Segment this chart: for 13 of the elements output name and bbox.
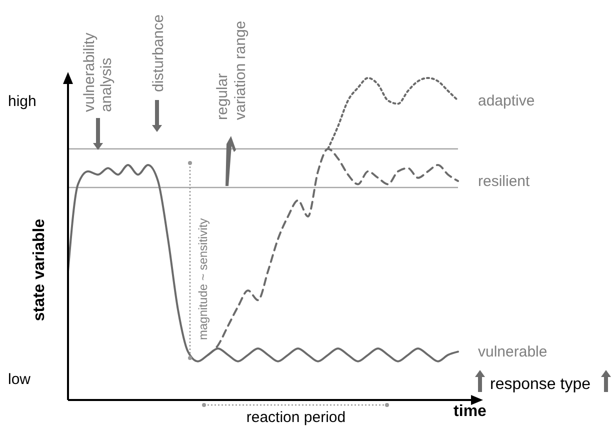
x-axis-title: time bbox=[454, 403, 487, 420]
text: high bbox=[8, 93, 36, 110]
annotation: vulnerability analysis bbox=[81, 32, 115, 112]
annotation: regular variation range bbox=[214, 20, 249, 120]
annotation: disturbance bbox=[150, 14, 167, 92]
annotation: magnitude ~ sensitivity bbox=[196, 218, 210, 340]
series-label: resilient bbox=[478, 173, 531, 190]
y-axis-title: state variable bbox=[31, 218, 48, 322]
text: reaction period bbox=[246, 409, 346, 426]
text: response type bbox=[490, 376, 591, 393]
text: low bbox=[8, 371, 31, 388]
series-label: adaptive bbox=[478, 92, 535, 110]
series-label: vulnerable bbox=[478, 344, 548, 361]
